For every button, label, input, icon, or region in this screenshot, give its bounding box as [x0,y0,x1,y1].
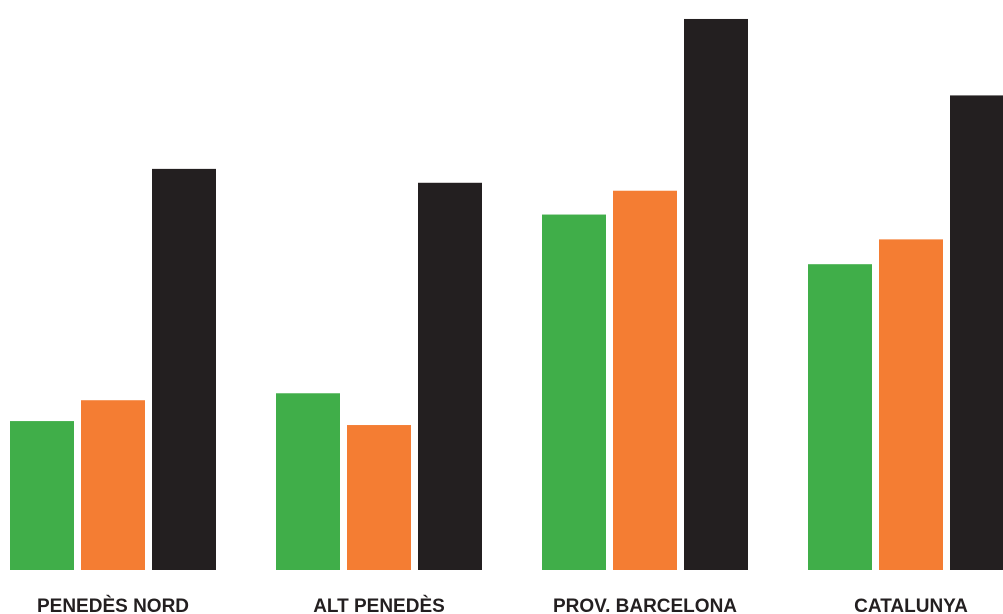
bars-layer [10,18,1003,571]
category-label-catalunya: CATALUNYA [854,596,968,614]
bar-catalunya-series-1 [808,264,872,570]
bar-prov-barcelona-series-2 [613,190,677,570]
bar-alt-pened-s-series-2 [347,425,411,570]
category-labels-layer: PENEDÈS NORD ALT PENEDÈS PROV. BARCELONA CA… [37,595,968,614]
bar-pened-s-nord-series-2 [81,400,145,570]
category-label-alt-pened-s: ALT PENEDÈS [313,595,445,614]
bar-alt-pened-s-series-1 [276,393,340,570]
bar-prov-barcelona-series-1 [542,214,606,571]
category-label-pened-s-nord: PENEDÈS NORD [37,595,189,614]
bar-alt-pened-s-series-3 [418,182,482,571]
bar-catalunya-series-2 [879,239,943,570]
bar-pened-s-nord-series-3 [152,168,216,570]
bar-prov-barcelona-series-3 [684,18,748,570]
bar-pened-s-nord-series-1 [10,421,74,570]
category-label-prov-barcelona: PROV. BARCELONA [553,596,737,614]
bar-catalunya-series-3 [950,95,1003,571]
